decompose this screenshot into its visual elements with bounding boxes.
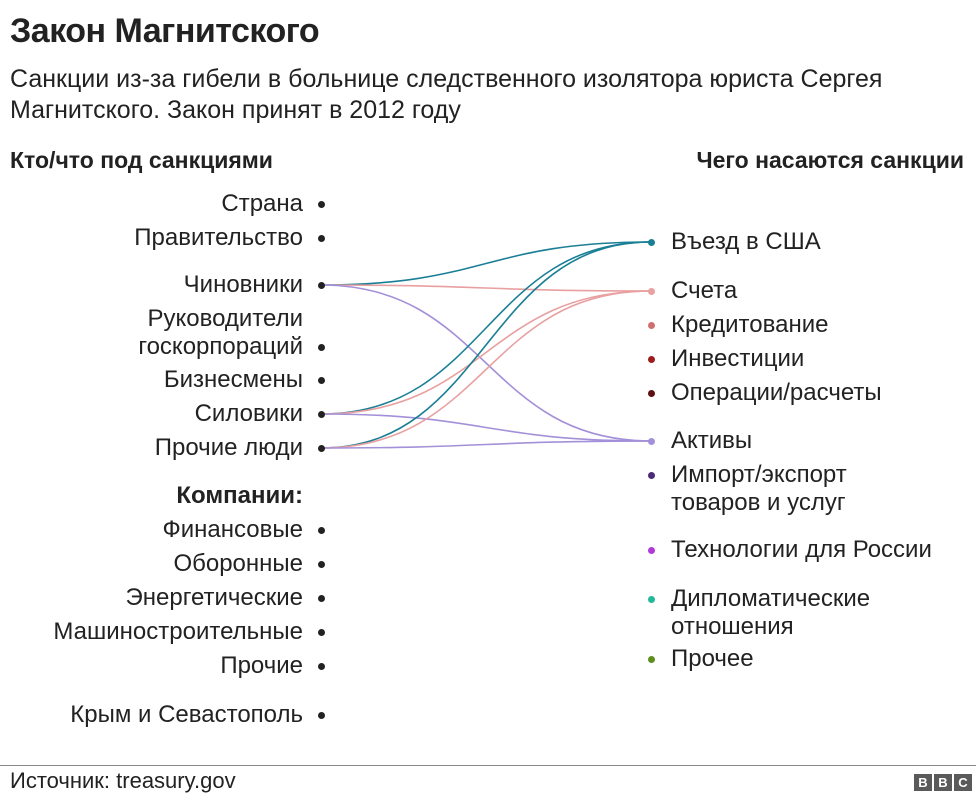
entity-dot xyxy=(318,377,325,384)
label-line: Страна xyxy=(221,190,303,217)
sanction-dot xyxy=(648,438,655,445)
sanction-label-technology: Технологии для России xyxy=(671,536,932,564)
entity-dot xyxy=(318,595,325,602)
label-line: Кредитование xyxy=(671,311,829,338)
entity-label-financial: Финансовые xyxy=(163,516,303,544)
label-line: Финансовые xyxy=(162,516,303,543)
entity-dot xyxy=(318,712,325,719)
entity-label-crimea: Крым и Севастополь xyxy=(70,701,303,729)
sanction-label-diplomatic: Дипломатические отношения xyxy=(671,585,870,641)
entity-label-other-companies: Прочие xyxy=(220,652,303,680)
entity-dot xyxy=(318,235,325,242)
link-officials-to-accounts xyxy=(320,284,652,292)
entity-dot xyxy=(318,629,325,636)
entity-label-siloviki: Силовики xyxy=(195,400,303,428)
label-line: Руководители xyxy=(147,305,303,332)
sanction-dot xyxy=(648,322,655,329)
link-siloviki-to-us-entry xyxy=(320,241,652,415)
label-line: Операции/расчеты xyxy=(671,379,882,406)
entity-dot xyxy=(318,663,325,670)
link-officials-to-us-entry xyxy=(320,241,652,286)
label-line: госкорпораций xyxy=(138,333,303,360)
label-line: товаров и услуг xyxy=(671,489,846,516)
label-line: Компании: xyxy=(176,482,303,509)
sanction-dot xyxy=(648,596,655,603)
entity-dot xyxy=(318,344,325,351)
entity-label-officials: Чиновники xyxy=(184,271,303,299)
sanction-dot xyxy=(648,472,655,479)
label-line: Прочие xyxy=(220,652,303,679)
sanction-label-import-export: Импорт/экспорт товаров и услуг xyxy=(671,461,847,517)
entity-dot xyxy=(318,411,325,418)
sanction-label-investments: Инвестиции xyxy=(671,345,804,373)
sanction-dot xyxy=(648,656,655,663)
entity-label-government: Правительство xyxy=(134,224,303,252)
bbc-logo: B B C xyxy=(914,774,972,791)
label-line: Машиностроительные xyxy=(53,618,303,645)
entity-label-defense: Оборонные xyxy=(173,550,303,578)
page-subtitle: Санкции из-за гибели в больнице следстве… xyxy=(10,65,883,124)
label-line: Прочее xyxy=(671,645,754,672)
sanction-dot xyxy=(648,547,655,554)
label-line: Импорт/экспорт xyxy=(671,461,847,488)
label-line: Чиновники xyxy=(183,271,303,298)
sanction-label-other: Прочее xyxy=(671,645,754,673)
sanction-dot xyxy=(648,390,655,397)
entity-label-country: Страна xyxy=(221,190,303,218)
companies-heading: Компании: xyxy=(176,482,303,510)
label-line: Въезд в США xyxy=(671,228,821,255)
label-line: Дипломатические xyxy=(671,585,871,612)
label-line: Прочие люди xyxy=(154,434,303,461)
label-line: Энергетические xyxy=(125,584,303,611)
right-column-header: Чего насаются санкции xyxy=(696,147,964,173)
entity-label-energy: Энергетические xyxy=(126,584,303,612)
link-other-people-to-us-entry xyxy=(320,241,652,449)
page-title: Закон Магнитского xyxy=(10,12,320,50)
label-line: Правительство xyxy=(134,224,303,251)
label-line: Бизнесмены xyxy=(163,366,303,393)
label-line: Счета xyxy=(671,277,738,304)
footer-divider xyxy=(0,765,976,766)
entity-dot xyxy=(318,445,325,452)
sanction-label-lending: Кредитование xyxy=(671,311,828,339)
label-line: отношения xyxy=(671,613,794,640)
link-other-people-to-assets xyxy=(320,440,652,449)
link-officials-to-assets xyxy=(320,284,652,442)
entity-dot xyxy=(318,561,325,568)
bbc-logo-letter: C xyxy=(954,774,972,791)
link-siloviki-to-assets xyxy=(320,413,652,442)
label-line: Активы xyxy=(671,427,753,454)
label-line: Технологии для России xyxy=(671,536,932,563)
bbc-logo-letter: B xyxy=(914,774,932,791)
entity-label-corp-heads: Руководители госкорпораций xyxy=(138,305,303,361)
sanction-label-us-entry: Въезд в США xyxy=(671,228,821,256)
label-line: Крым и Севастополь xyxy=(70,701,303,728)
left-column-header: Кто/что под санкциями xyxy=(10,147,273,173)
entity-label-businessmen: Бизнесмены xyxy=(164,366,303,394)
sanction-dot xyxy=(648,288,655,295)
entity-dot xyxy=(318,201,325,208)
link-other-people-to-accounts xyxy=(320,290,652,449)
entity-dot xyxy=(318,527,325,534)
sanction-label-operations: Операции/расчеты xyxy=(671,379,882,407)
sanction-label-accounts: Счета xyxy=(671,277,737,305)
sanction-dot xyxy=(648,239,655,246)
sanction-dot xyxy=(648,356,655,363)
source-note: Источник: treasury.gov xyxy=(10,768,236,793)
label-line: Оборонные xyxy=(173,550,303,577)
sanction-label-assets: Активы xyxy=(671,427,752,455)
label-line: Силовики xyxy=(194,400,303,427)
bbc-logo-letter: B xyxy=(934,774,952,791)
entity-label-other-people: Прочие люди xyxy=(155,434,303,462)
link-siloviki-to-accounts xyxy=(320,290,652,415)
label-line: Инвестиции xyxy=(671,345,805,372)
entity-dot xyxy=(318,282,325,289)
entity-label-machine: Машиностроительные xyxy=(53,618,303,646)
